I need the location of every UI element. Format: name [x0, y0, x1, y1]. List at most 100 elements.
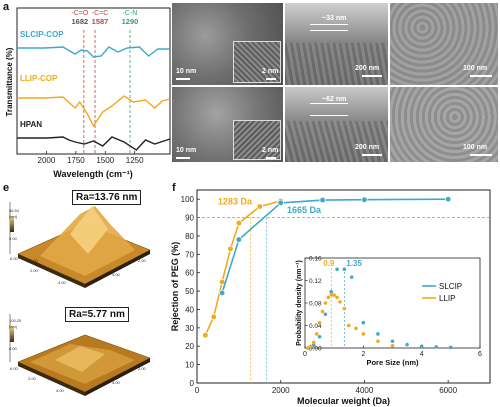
inset-point	[332, 293, 336, 297]
inset-ytick-label: 0.08	[309, 301, 322, 308]
inset-legend-label: LLIP	[439, 294, 455, 303]
afm-zmax: 100.25	[9, 318, 22, 323]
rejection-ytick-label: 0	[190, 379, 195, 388]
ftir-spectrum-label: LLIP-COP	[20, 74, 58, 83]
ftir-spectrum-line	[17, 46, 170, 58]
afm-tick: 4.00	[58, 280, 67, 285]
inset-ytick-label: 0.00	[309, 346, 322, 353]
inset-point	[323, 301, 328, 305]
rejection-ytick-label: 70	[185, 250, 194, 259]
rejection-point	[444, 196, 452, 203]
sem-surface-top	[390, 3, 498, 85]
tem-inset-scalebar-label: 2 nm	[262, 147, 279, 154]
inset-point	[376, 339, 380, 344]
tem-inset-bottom	[233, 120, 281, 160]
rejection-xtick-label: 6000	[439, 386, 457, 395]
inset-point	[317, 334, 322, 339]
rejection-point	[218, 289, 226, 297]
rejection-ytick-label: 60	[185, 269, 194, 278]
ftir-spectrum-line	[17, 95, 171, 128]
rejection-point	[256, 203, 263, 210]
inset-point	[405, 342, 409, 347]
rejection-ytick-label: 50	[185, 287, 194, 296]
thickness-line	[310, 30, 348, 31]
sem-scalebar	[470, 75, 492, 77]
ftir-xtick-label: 2000	[38, 156, 56, 165]
rejection-point	[319, 196, 326, 204]
ftir-xtick-label: 1250	[126, 156, 144, 165]
inset-point	[342, 267, 347, 272]
tem-inset-top	[233, 41, 281, 83]
inset-ytick-label: 0.12	[309, 278, 322, 285]
rejection-point	[202, 332, 209, 339]
inset-point	[449, 345, 453, 350]
afm-tick: 4.00	[56, 388, 65, 393]
ftir-peak-group: -C=C	[92, 10, 109, 17]
afm-tick: 2.00	[138, 258, 147, 263]
inset-point	[390, 339, 395, 344]
tem-inset-scalebar	[266, 78, 276, 80]
inset-background	[303, 254, 486, 364]
sem-cross-section-top	[285, 3, 388, 85]
roughness-label: Ra=5.77 nm	[65, 307, 129, 322]
panel-a-label: a	[3, 1, 10, 13]
rejection-ytick-label: 90	[185, 214, 194, 223]
tem-inset-scalebar	[266, 157, 276, 159]
afm-3d-bottom: 100.25 [nm] 0.00 2.00 4.00 4.00 2.00 6.0…	[9, 314, 151, 396]
afm-zmax: 66.94	[9, 208, 20, 213]
afm-zmin: 0.00	[9, 346, 18, 351]
afm-tick: 2.00	[30, 268, 39, 273]
rejection-point	[227, 245, 234, 252]
roughness-value: Ra=13.76 nm	[76, 192, 138, 203]
afm-tick: 4.00	[112, 380, 121, 385]
inset-point	[329, 292, 334, 297]
roughness-value: Ra=5.77 nm	[69, 309, 125, 320]
ftir-spectrum-line	[17, 136, 171, 151]
inset-ytick-label: 0.04	[309, 323, 322, 330]
rejection-fit-line	[221, 198, 449, 294]
rejection-ylabel: Rejection of PEG (%)	[170, 242, 180, 332]
inset-point	[338, 300, 342, 304]
tem-scalebar-label: 10 nm	[176, 68, 197, 75]
inset-point	[311, 340, 316, 345]
afm-unit: [nm]	[9, 214, 17, 219]
inset-point	[306, 346, 310, 350]
afm-tick: 2.00	[138, 366, 147, 371]
inset-point	[349, 275, 354, 279]
inset-point	[434, 345, 439, 349]
inset-point	[342, 306, 347, 311]
rejection-xtick-label: 0	[195, 386, 200, 395]
ftir-peak-wavenumber: 1587	[92, 17, 109, 26]
panel-e-label: e	[3, 182, 10, 194]
inset-peak-label: 0.9	[323, 259, 335, 268]
rejection-point	[235, 219, 243, 227]
afm-zmin: 0.00	[9, 236, 18, 241]
inset-point	[335, 267, 339, 272]
inset-point	[361, 332, 366, 336]
rejection-ytick-label: 100	[181, 195, 195, 204]
roughness-label: Ra=13.76 nm	[72, 190, 142, 205]
sem-scalebar	[362, 75, 382, 77]
ftir-peak-group: -C=O	[71, 10, 88, 17]
inset-xtick-label: 0	[303, 351, 307, 358]
inset-point	[329, 289, 334, 294]
rejection-point	[361, 196, 368, 203]
panel-f-label: f	[172, 182, 176, 194]
rejection-point	[277, 199, 284, 207]
rejection-ytick-label: 40	[185, 305, 194, 314]
tem-inset-scalebar-label: 2 nm	[262, 68, 279, 75]
ftir-ylabel: Transmittance (%)	[5, 47, 14, 116]
rejection-ytick-label: 80	[185, 232, 194, 241]
inset-point	[390, 343, 395, 348]
inset-legend-label: SLCIP	[439, 282, 462, 291]
afm-tick: 6.00	[10, 256, 19, 261]
tem-image-top	[172, 3, 283, 85]
inset-point	[361, 320, 366, 325]
rejection-point	[218, 278, 226, 286]
inset-xtick-label: 2	[361, 351, 365, 358]
rejection-xtick-label: 4000	[356, 386, 374, 395]
thickness-label: ~33 nm	[322, 15, 347, 22]
inset-xlabel: Pore Size (nm)	[366, 358, 419, 367]
